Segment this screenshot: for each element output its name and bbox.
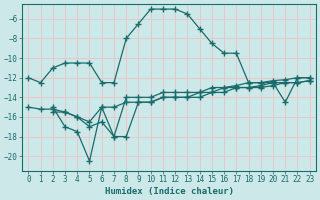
X-axis label: Humidex (Indice chaleur): Humidex (Indice chaleur)	[105, 187, 234, 196]
